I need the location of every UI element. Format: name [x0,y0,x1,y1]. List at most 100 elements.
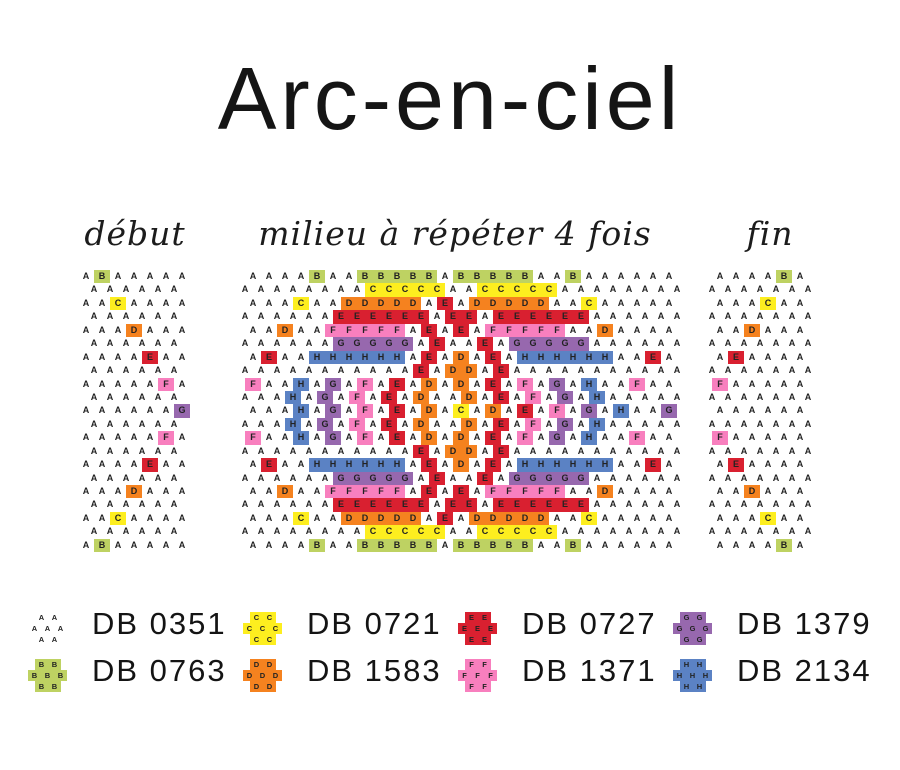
bead-cell-C: C [525,525,541,539]
bead-cell-blank: A [465,338,473,349]
bead-cell-blank: A [265,539,273,550]
bead-cell-blank: A [505,432,513,443]
bead-cell-blank: A [481,499,489,510]
bead-cell-E: E [485,377,501,391]
bead-cell-blank: A [708,499,716,510]
bead-cell-blank: A [313,512,321,523]
swatch-bead: C [250,612,263,623]
bead-cell-blank: A [561,284,569,295]
bead-cell-blank: A [122,365,130,376]
bead-cell-F: F [349,417,365,432]
bead-cell-H: H [357,458,373,472]
bead-cell-B: B [453,538,469,553]
bead-cell-blank: A [796,378,804,389]
bead-cell-blank: A [641,391,649,402]
bead-cell-F: F [485,323,501,338]
bead-cell-blank: A [154,365,162,376]
bead-cell-D: D [461,390,477,405]
bead-cell-C: C [381,283,397,297]
bead-cell-blank: A [297,539,305,550]
bead-cell-blank: A [545,418,553,429]
bead-cell-blank: A [772,526,780,537]
bead-cell-blank: A [716,486,724,496]
bead-cell-blank: A [748,512,756,523]
bead-cell-blank: A [178,512,186,523]
bead-cell-B: B [357,538,373,553]
bead-cell-E: E [437,511,453,526]
bead-cell-B: B [485,270,501,284]
bead-cell-blank: A [625,311,633,322]
bead-cell-blank: A [513,418,521,429]
bead-cell-blank: A [162,297,170,308]
swatch-bead: B [35,681,48,692]
bead-cell-D: D [341,296,357,311]
bead-cell-E: E [349,498,365,512]
bead-cell-D: D [445,364,461,378]
bead-cell-E: E [645,458,661,472]
bead-cell-B: B [389,538,405,553]
bead-cell-blank: A [673,338,681,349]
bead-cell-blank: A [537,539,545,550]
bead-cell-blank: A [170,311,178,322]
bead-cell-G: G [549,431,565,445]
bead-cell-G: G [573,337,589,351]
bead-cell-blank: A [617,271,625,281]
bead-cell-G: G [174,404,190,418]
bead-cell-C: C [541,525,557,539]
bead-cell-D: D [517,511,533,526]
bead-cell-blank: A [321,338,329,349]
bead-cell-blank: A [609,391,617,402]
bead-cell-blank: A [732,512,740,523]
bead-cell-H: H [389,458,405,472]
bead-cell-blank: A [313,405,321,416]
bead-cell-B: B [357,270,373,284]
bead-cell-blank: A [625,418,633,429]
bead-cell-blank: A [449,338,457,349]
bead-cell-blank: A [665,351,673,362]
bead-cell-blank: A [122,391,130,402]
bead-cell-blank: A [449,284,457,295]
bead-cell-E: E [397,498,413,512]
bead-cell-blank: A [529,445,537,456]
swatch-bead: D [250,659,263,670]
bead-cell-blank: A [130,378,138,389]
bead-cell-F: F [533,323,549,338]
bead-cell-blank: A [305,499,313,510]
bead-cell-blank: A [593,365,601,376]
bead-cell-C: C [110,296,126,311]
bead-cell-blank: A [138,445,146,456]
bead-cell-blank: A [98,432,106,443]
bead-cell-D: D [405,511,421,526]
bead-cell-H: H [581,458,597,472]
bead-cell-blank: A [289,338,297,349]
bead-cell-F: F [549,323,565,338]
bead-cell-blank: A [481,365,489,376]
bead-cell-blank: A [708,526,716,537]
bead-cell-D: D [413,390,429,405]
bead-cell-blank: A [537,405,545,416]
swatch-bead: F [465,659,478,670]
bead-cell-blank: A [788,499,796,510]
bead-cell-blank: A [601,271,609,281]
bead-cell-blank: A [633,351,641,362]
bead-cell-G: G [397,337,413,351]
bead-cell-G: G [541,471,557,485]
bead-cell-D: D [357,511,373,526]
swatch-bead: D [263,681,276,692]
bead-cell-blank: A [649,297,657,308]
bead-cell-blank: A [353,284,361,295]
bead-cell-E: E [437,296,453,311]
bead-cell-blank: A [98,459,106,470]
